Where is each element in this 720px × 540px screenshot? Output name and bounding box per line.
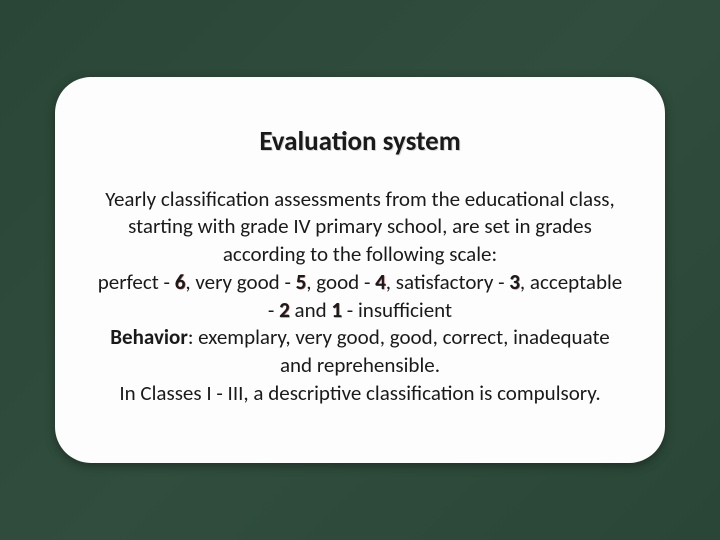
scale-p7: - insufficient [342,297,452,323]
grade-4: 4 [375,269,386,295]
outro-text: In Classes I - III, a descriptive classi… [119,380,600,406]
grade-6: 6 [175,269,186,295]
scale-p3: , good - [306,269,375,295]
behavior-line: Behavior: exemplary, very good, good, co… [110,324,609,378]
grade-5: 5 [296,269,307,295]
behavior-text: : exemplary, very good, good, correct, i… [188,324,610,378]
intro-text: Yearly classification assessments from t… [105,186,615,267]
slide-title: Evaluation system [93,125,627,158]
scale-line: perfect - 6, very good - 5, good - 4, sa… [98,269,623,323]
grade-1: 1 [331,297,342,323]
scale-p2: , very good - [185,269,295,295]
behavior-label: Behavior [110,324,188,350]
slide-body: Yearly classification assessments from t… [93,186,627,408]
grade-3: 3 [509,269,520,295]
slide-card: Evaluation system Yearly classification … [55,77,665,464]
scale-p4: , satisfactory - [386,269,509,295]
scale-p6: and [290,297,332,323]
grade-2: 2 [279,297,290,323]
scale-p1: perfect - [98,269,175,295]
